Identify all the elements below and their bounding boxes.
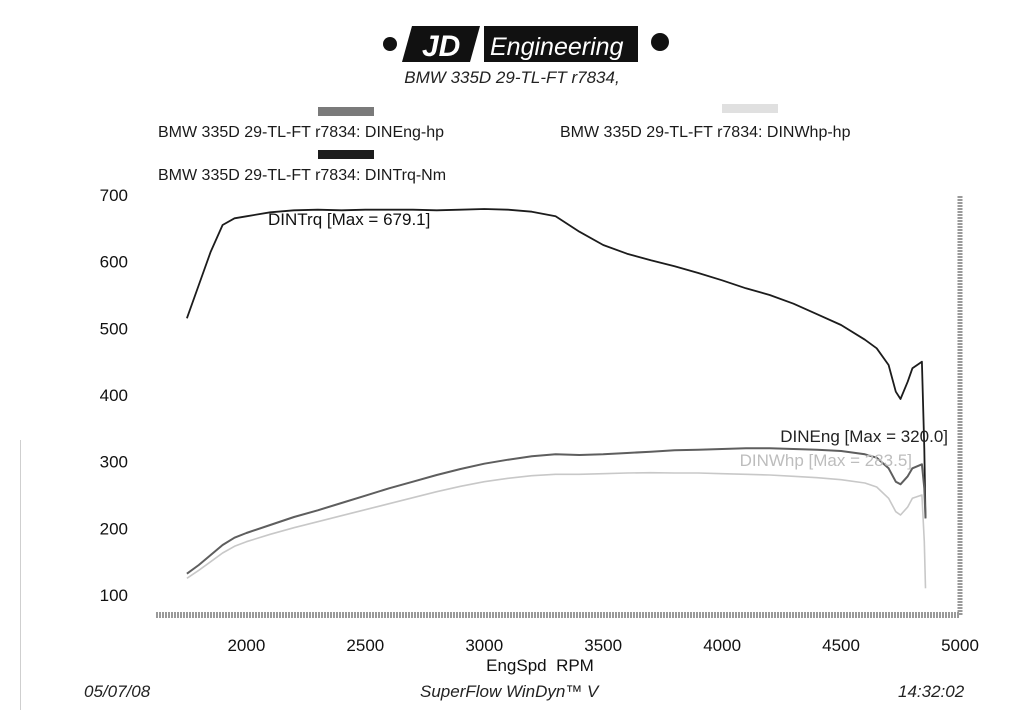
logo-dot-right — [651, 33, 669, 51]
series-line-dinwhp-hp — [186, 471, 927, 589]
x-tick-label: 5000 — [941, 636, 979, 655]
x-tick-label: 3000 — [465, 636, 503, 655]
logo-dot-left — [383, 37, 397, 51]
plot-frame — [156, 196, 963, 618]
series-line-dineng-hp — [186, 447, 927, 575]
footer-time: 14:32:02 — [898, 682, 965, 701]
legend-label-trq-nm: BMW 335D 29-TL-FT r7834: DINTrq-Nm — [158, 167, 447, 184]
y-tick-label: 400 — [100, 386, 128, 405]
footer-date: 05/07/08 — [84, 682, 151, 701]
legend-swatch-trq-nm — [318, 150, 374, 159]
series-annotations: DINTrq [Max = 679.1] DINEng [Max = 320.0]… — [268, 210, 948, 470]
y-tick-label: 200 — [100, 519, 128, 538]
logo-engineering-text: Engineering — [490, 33, 624, 61]
legend-label-whp-hp: BMW 335D 29-TL-FT r7834: DINWhp-hp — [560, 124, 851, 141]
y-tick-label: 100 — [100, 586, 128, 605]
x-axis-label: EngSpd RPM — [486, 656, 594, 675]
footer-software: SuperFlow WinDyn™ V — [420, 682, 599, 701]
x-tick-label: 4500 — [822, 636, 860, 655]
logo-jd-block — [402, 26, 480, 62]
legend-swatch-eng-hp — [318, 107, 374, 116]
logo-engineering-block — [484, 26, 638, 62]
x-tick-label: 4000 — [703, 636, 741, 655]
logo-jd-text: JD — [422, 30, 460, 63]
annotation-dintrq-nm: DINTrq [Max = 679.1] — [268, 210, 430, 229]
scan-edge-line — [20, 440, 21, 710]
series-lines — [186, 208, 927, 589]
y-axis-ticks: 100 200 300 400 500 600 700 — [100, 186, 128, 605]
jd-engineering-logo: JD Engineering — [383, 26, 669, 63]
annotation-dinwhp-hp: DINWhp [Max = 283.5] — [740, 451, 912, 470]
x-tick-label: 2500 — [346, 636, 384, 655]
x-axis-ticks: 2000 2500 3000 3500 4000 4500 5000 — [227, 636, 978, 655]
series-line-dintrq-nm — [186, 208, 927, 519]
chart-subtitle: BMW 335D 29-TL-FT r7834, — [404, 68, 620, 87]
annotation-dineng-hp: DINEng [Max = 320.0] — [780, 427, 948, 446]
y-tick-label: 700 — [100, 186, 128, 205]
legend-swatch-whp-hp — [722, 104, 778, 113]
legend-label-eng-hp: BMW 335D 29-TL-FT r7834: DINEng-hp — [158, 124, 445, 141]
y-tick-label: 500 — [100, 319, 128, 338]
x-tick-label: 3500 — [584, 636, 622, 655]
x-tick-label: 2000 — [227, 636, 265, 655]
y-tick-label: 600 — [100, 253, 128, 272]
y-tick-label: 300 — [100, 453, 128, 472]
